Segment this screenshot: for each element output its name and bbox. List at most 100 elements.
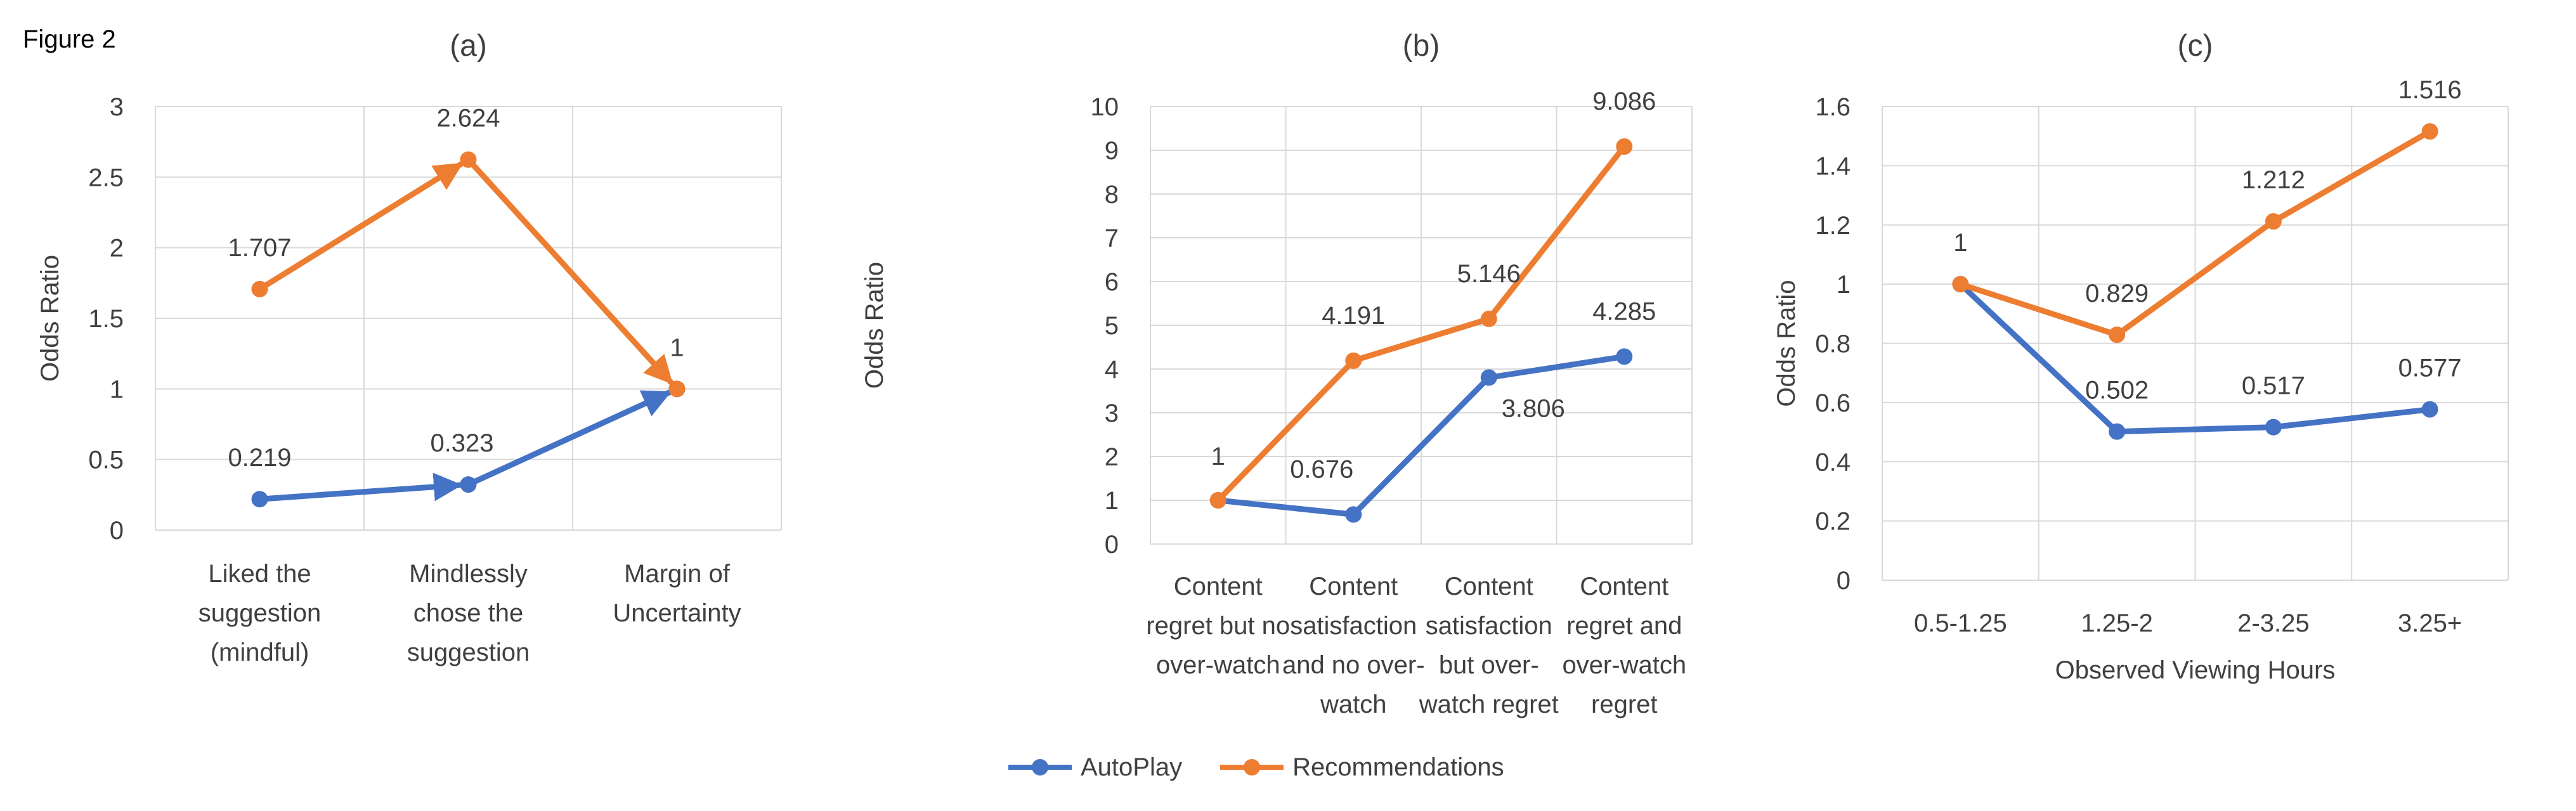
legend-label-recommendations: Recommendations [1292,753,1504,781]
chart-a-ytick-label: 0 [110,517,124,545]
chart-b-ytick-label: 10 [1091,93,1119,121]
chart-b-ytick-label: 5 [1105,312,1119,340]
chart-c-recommendations-data-label: 1.212 [2242,166,2305,194]
chart-c-autoplay-point [2109,423,2126,440]
chart-a-autoplay-segment [257,472,463,502]
chart-a-recommendations-data-label: 1 [670,334,684,361]
chart-a-autoplay-segment [465,389,672,488]
chart-c-recommendations-point [2265,213,2282,230]
chart-b-ytick-label: 7 [1105,224,1119,252]
chart-c-recommendations-data-label: 1 [1953,229,1967,257]
chart-b-category-label: Content regret and over-watch regret [1562,573,1686,718]
chart-b-recommendations-data-label: 9.086 [1592,88,1656,115]
chart-c-category-label: 3.25+ [2398,609,2462,637]
chart-c-recommendations-point [2421,123,2438,140]
chart-b-autoplay-point [1616,348,1633,365]
chart-c-ytick-label: 1.6 [1815,93,1851,121]
chart-c-category-label: 0.5-1.25 [1914,609,2007,637]
chart-a-ylabel: Odds Ratio [36,255,64,382]
chart-c-ytick-label: 0.2 [1815,508,1851,536]
chart-c-autoplay-line [1957,281,2433,435]
chart-a-recommendations-point [668,380,686,398]
chart-a-category-label: Liked the suggestion (mindful) [198,560,321,666]
chart-c-ytick-label: 0.4 [1815,448,1851,476]
chart-b-recommendations-data-label: 5.146 [1457,260,1521,288]
chart-a-category-label: Mindlessly chose the suggestion [407,560,530,666]
chart-b-autoplay-data-label: 3.806 [1502,394,1565,422]
chart-c-recommendations-line [1957,128,2433,338]
chart-c-ytick-label: 0.8 [1815,330,1851,358]
chart-c-autoplay-point [2265,418,2282,436]
chart-b-recommendations-line [1215,143,1627,503]
chart-b-autoplay-line [1215,353,1627,517]
chart-c-autoplay-data-label: 0.517 [2242,372,2305,400]
chart-c-ytick-label: 1 [1837,271,1851,299]
chart-c-ytick-label: 0 [1837,567,1851,595]
chart-c-ytick-label: 1.4 [1815,152,1851,180]
chart-b-ytick-label: 9 [1105,137,1119,165]
chart-c-recommendations-data-label: 1.516 [2398,76,2462,104]
chart-b-ytick-label: 3 [1105,399,1119,427]
legend-swatch-recommendations [1220,759,1284,775]
chart-c-recommendations-point [1952,276,1969,293]
chart-a-ytick-label: 3 [110,93,124,121]
chart-b-ytick-label: 4 [1105,356,1119,384]
chart-a-autoplay-data-label: 0.323 [430,429,493,457]
figure-label: Figure 2 [23,25,116,53]
chart-a-recommendations-segment [465,157,674,386]
chart-b-autoplay-point [1480,369,1497,386]
chart-b-title: (b) [1403,29,1440,63]
chart-a-ytick-label: 2.5 [88,164,124,191]
chart-c-xlabel: Observed Viewing Hours [2055,656,2336,684]
chart-c-category-label: 1.25-2 [2081,609,2152,637]
chart-b-ylabel: Odds Ratio [861,262,888,389]
chart-c-ytick-label: 0.6 [1815,389,1851,417]
chart-b-ytick-label: 0 [1105,531,1119,559]
chart-b-recommendations-data-label: 4.191 [1322,302,1385,330]
chart-c-category-label: 2-3.25 [2237,609,2309,637]
chart-a-recommendations-data-label: 2.624 [436,105,500,133]
chart-b-recommendations-data-label: 1 [1211,443,1225,470]
legend-item-autoplay: AutoPlay [1008,753,1182,782]
chart-c-title: (c) [2178,29,2213,63]
chart-b-autoplay-data-label: 4.285 [1592,297,1656,325]
chart-b-recommendations-point [1616,138,1633,155]
chart-b-ytick-label: 1 [1105,487,1119,515]
chart-c-ylabel: Odds Ratio [1773,280,1800,406]
chart-b-category-label: Content satisfaction but over-watch regret [1419,573,1559,718]
chart-c-ytick-label: 1.2 [1815,212,1851,240]
chart-a-recommendations-data-label: 1.707 [228,234,291,262]
legend-item-recommendations: Recommendations [1220,753,1504,782]
chart-b-recommendations-point [1480,310,1497,327]
chart-c-autoplay-data-label: 0.502 [2085,377,2149,405]
chart-a-category-label: Margin of Uncertainty [613,560,741,627]
chart-b-ytick-label: 8 [1105,181,1119,209]
chart-a-autoplay-point [460,476,477,493]
chart-c-autoplay-data-label: 0.577 [2398,354,2462,382]
chart-a-recommendations-segment [257,161,464,292]
chart-a-ytick-label: 0.5 [88,446,124,474]
chart-b-category-label: Content satisfaction and no over-watch [1282,573,1425,718]
chart-b-category-label: Content regret but no over-watch [1146,573,1290,679]
chart-c-recommendations-data-label: 0.829 [2085,280,2149,308]
chart-b-autoplay-data-label: 0.676 [1290,455,1353,483]
chart-a-recommendations-point [460,151,477,168]
chart-b-ytick-label: 6 [1105,268,1119,296]
chart-a-recommendations-point [251,280,268,297]
chart-a-ytick-label: 2 [110,235,124,263]
chart-b-recommendations-point [1209,492,1226,509]
legend-swatch-autoplay [1008,759,1072,775]
chart-a-autoplay-point [251,491,268,508]
chart-a-autoplay-data-label: 0.219 [228,444,291,472]
chart-c-autoplay-point [2421,401,2438,418]
chart-c-recommendations-point [2109,326,2126,343]
chart-a-ytick-label: 1.5 [88,305,124,333]
legend-label-autoplay: AutoPlay [1081,753,1183,781]
chart-b-recommendations-point [1345,352,1362,369]
chart-b-ytick-label: 2 [1105,443,1119,471]
legend: AutoPlay Recommendations [1008,751,1504,783]
chart-a-title: (a) [450,29,487,63]
